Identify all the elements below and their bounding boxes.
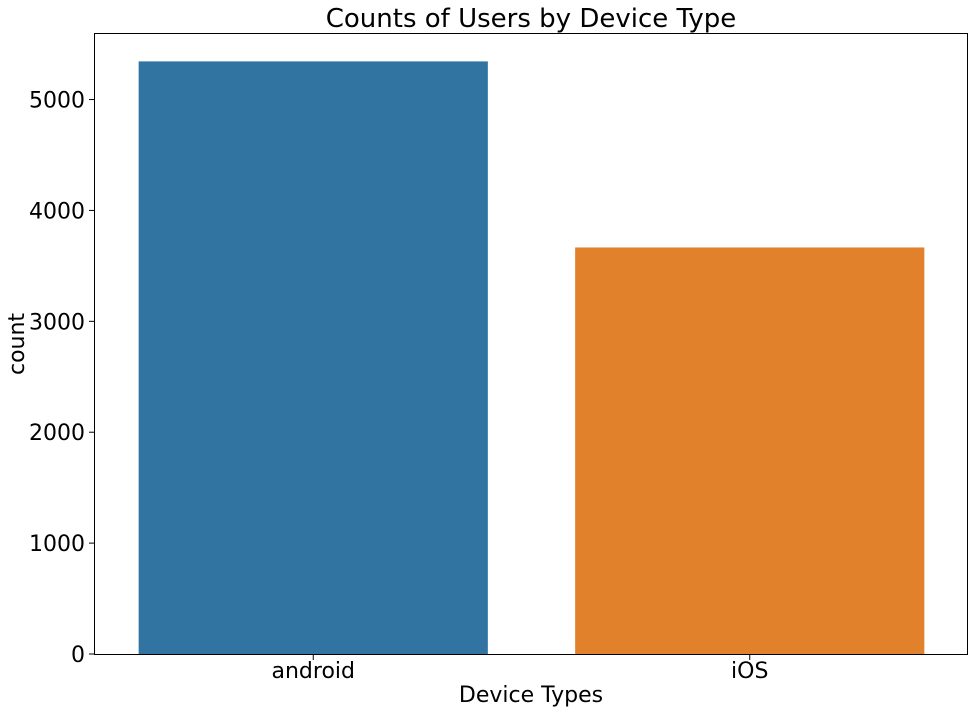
x-axis: android iOS	[272, 654, 768, 684]
y-tick-label: 5000	[29, 89, 85, 114]
y-axis-label: count	[5, 313, 30, 375]
y-axis: 0 1000 2000 3000 4000 5000	[29, 89, 95, 668]
y-tick-label: 2000	[29, 421, 85, 446]
x-tick-label: iOS	[731, 659, 768, 684]
x-tick-label: android	[272, 659, 356, 684]
x-axis-label: Device Types	[459, 683, 603, 708]
bar-android	[138, 61, 488, 655]
y-tick-label: 4000	[29, 199, 85, 224]
chart-title: Counts of Users by Device Type	[326, 4, 736, 34]
bars-group	[138, 61, 925, 655]
y-tick-label: 3000	[29, 310, 85, 335]
y-tick-label: 1000	[29, 532, 85, 557]
plot-frame	[94, 33, 968, 655]
bar-ios	[575, 247, 925, 654]
y-tick-label: 0	[71, 643, 85, 668]
